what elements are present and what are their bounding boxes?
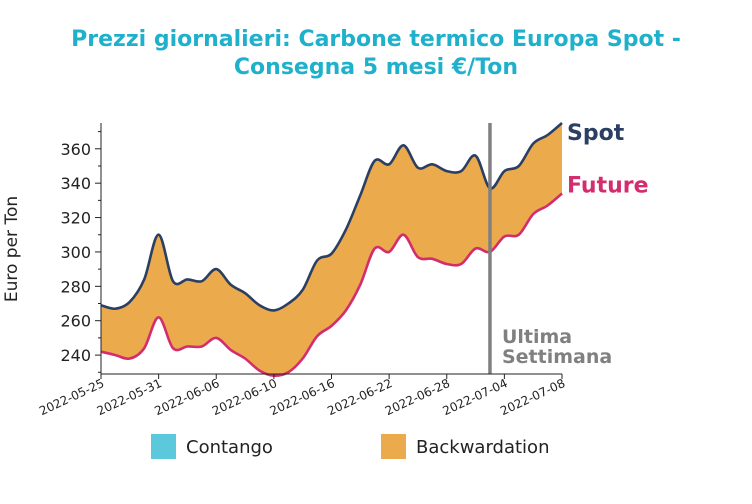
plot-area — [100, 122, 563, 378]
y-tick-label: 320 — [60, 209, 91, 228]
x-tick-label: 2022-07-08 — [498, 376, 567, 418]
legend-label-backwardation: Backwardation — [416, 437, 549, 458]
y-axis-label: Euro per Ton — [2, 196, 22, 302]
legend-swatch-backwardation — [381, 434, 406, 459]
x-axis: 2022-05-252022-05-312022-06-062022-06-10… — [37, 373, 567, 418]
backwardation-band — [101, 123, 562, 376]
y-axis: 240 260 280 300 320 340 360 — [60, 123, 102, 374]
future-series-line — [100, 192, 563, 378]
y-tick-label: 260 — [60, 312, 91, 331]
last-week-annotation-line-2: Settimana — [502, 346, 612, 368]
y-tick-label: 340 — [60, 174, 91, 193]
chart-title-line-2: Consegna 5 mesi €/Ton — [234, 55, 518, 80]
x-tick-label: 2022-05-31 — [95, 376, 164, 418]
spot-series-line — [100, 122, 563, 312]
last-week-annotation-line-1: Ultima — [502, 326, 572, 348]
x-tick-label: 2022-06-06 — [152, 376, 221, 418]
x-tick-label: 2022-06-22 — [325, 376, 394, 418]
future-series-label: Future — [567, 173, 649, 198]
x-tick-label: 2022-06-16 — [268, 376, 337, 418]
y-tick-label: 240 — [60, 346, 91, 365]
legend: Contango Backwardation — [151, 434, 549, 459]
x-tick-label: 2022-06-10 — [210, 376, 279, 418]
spot-series-label: Spot — [567, 121, 625, 146]
y-tick-label: 360 — [60, 140, 91, 159]
y-tick-label: 300 — [60, 243, 91, 262]
x-tick-label: 2022-07-04 — [441, 376, 510, 418]
x-tick-label: 2022-06-28 — [383, 376, 452, 418]
x-tick-label: 2022-05-25 — [37, 376, 106, 418]
legend-swatch-contango — [151, 434, 176, 459]
chart-title-line-1: Prezzi giornalieri: Carbone termico Euro… — [71, 27, 681, 52]
legend-label-contango: Contango — [186, 437, 273, 458]
y-tick-label: 280 — [60, 277, 91, 296]
